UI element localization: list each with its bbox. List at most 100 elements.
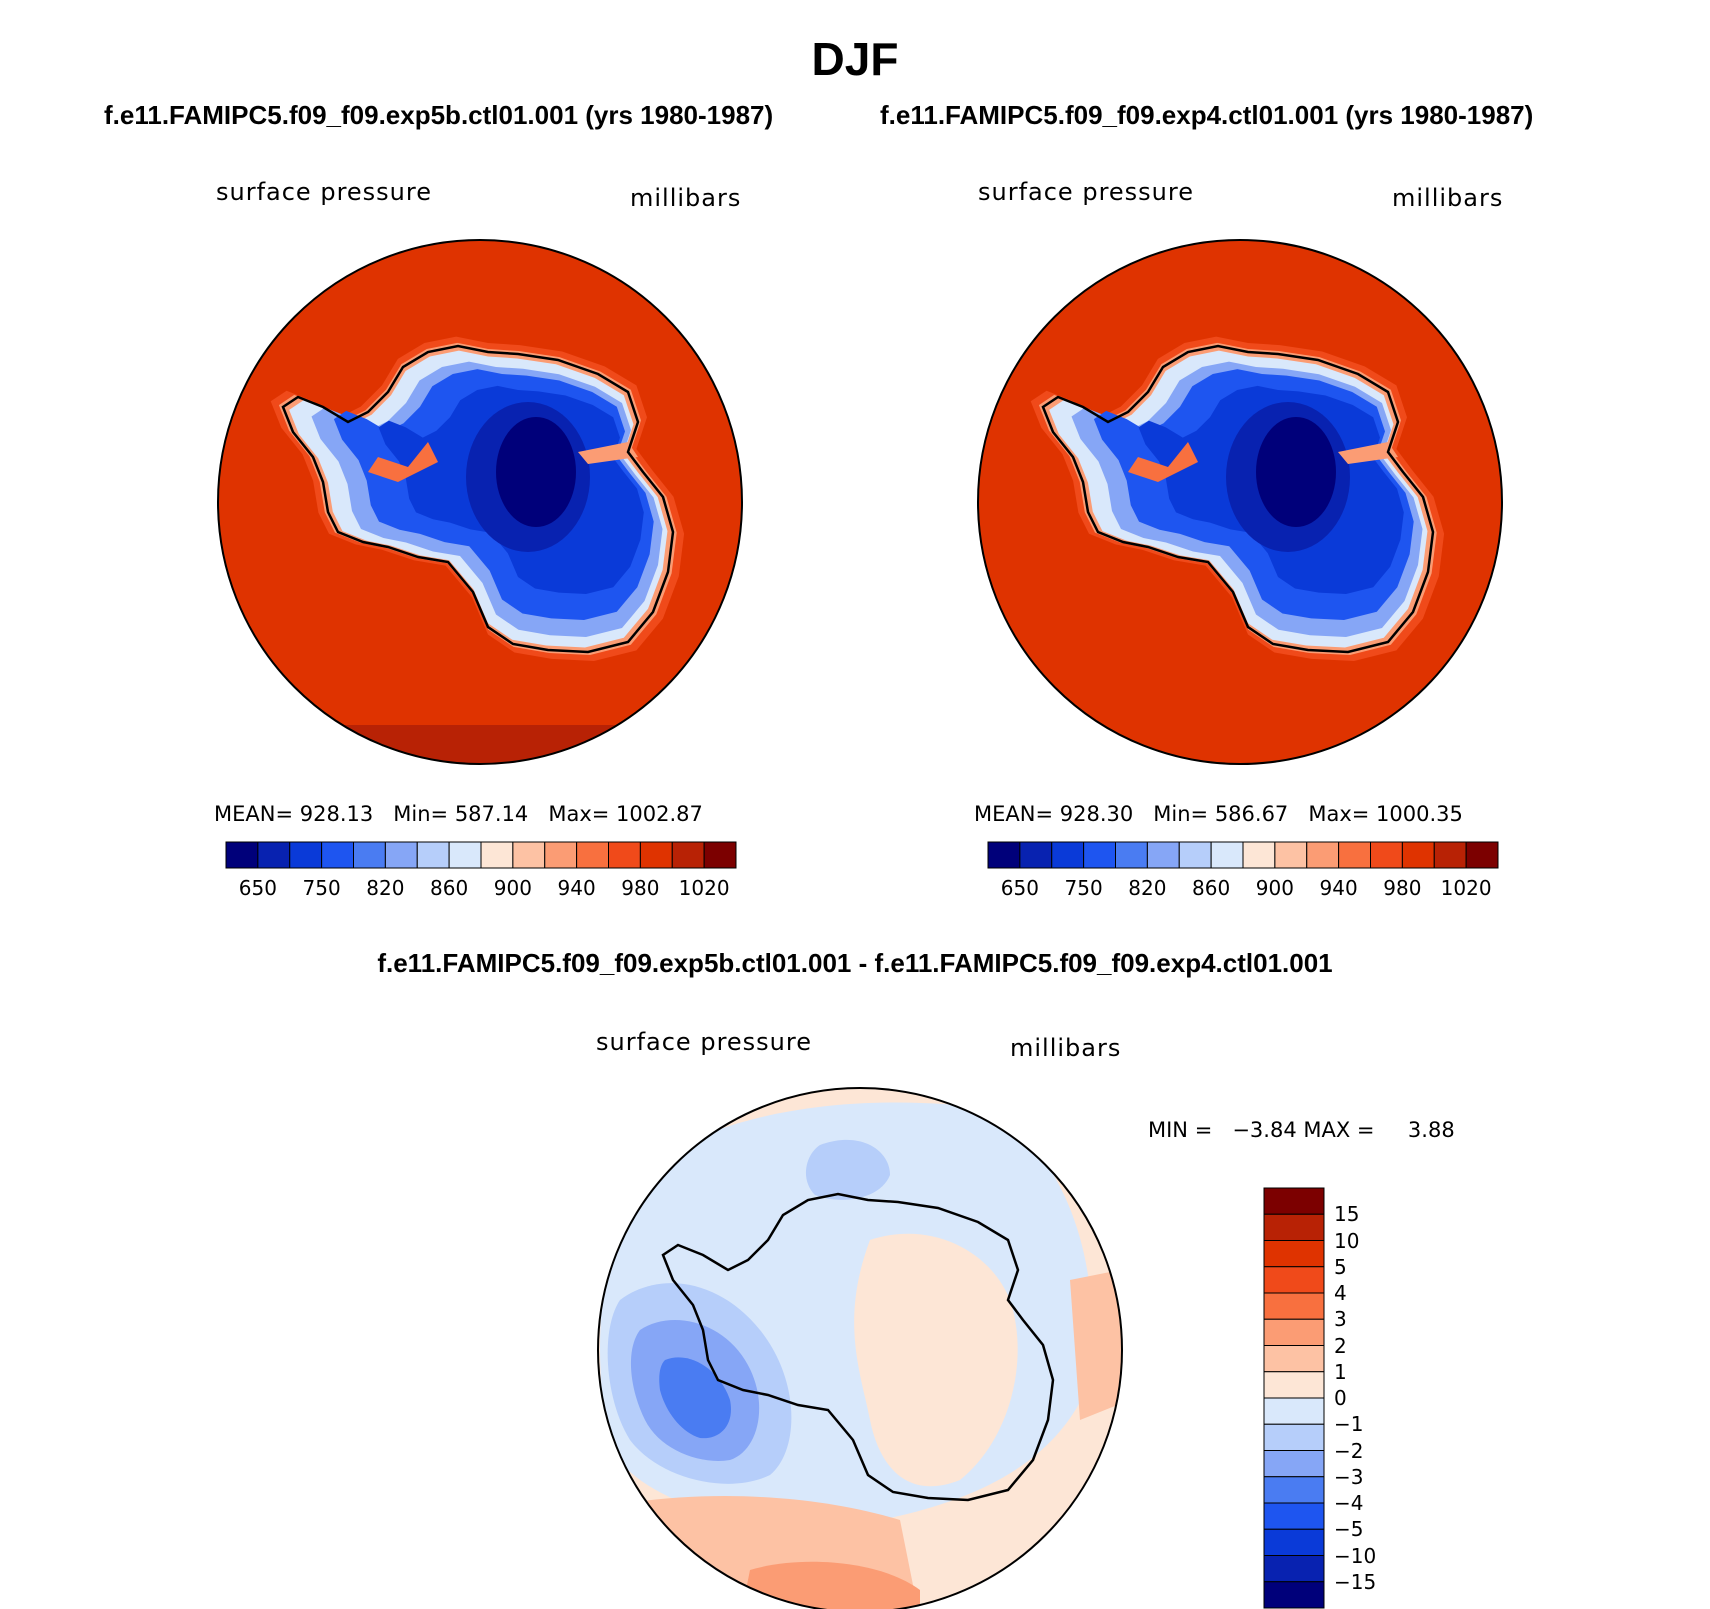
legend-tick: −10 <box>1334 1543 1377 1568</box>
colorbar-swatch <box>289 841 323 869</box>
colorbar-swatch <box>512 841 546 869</box>
colorbar-swatch <box>1263 1397 1325 1425</box>
max-label: Max= <box>548 802 610 826</box>
legend-tick: 820 <box>366 876 405 900</box>
colorbar-swatch <box>703 841 737 869</box>
legend-tick: 940 <box>1319 876 1358 900</box>
legend-tick: 860 <box>1192 876 1231 900</box>
map-boundary <box>597 1087 1123 1609</box>
antarctica-contours <box>1030 336 1445 661</box>
colorbar-swatch <box>1263 1423 1325 1451</box>
colorbar-left <box>225 841 737 869</box>
colorbar-swatch <box>1370 841 1403 869</box>
colorbar-diff <box>1263 1187 1325 1609</box>
colorbar-swatch <box>1263 1266 1325 1294</box>
units-label-left: millibars <box>630 184 742 212</box>
colorbar-swatch <box>639 841 673 869</box>
legend-tick: 3 <box>1334 1307 1347 1332</box>
colorbar-swatch <box>1263 1371 1325 1399</box>
mean-label: MEAN= <box>974 802 1054 826</box>
mean-value: 928.30 <box>1059 802 1134 826</box>
min-label: Min= <box>393 802 449 826</box>
case-title-right: f.e11.FAMIPC5.f09_f09.exp4.ctl01.001 (yr… <box>880 100 1534 130</box>
contour-plus1 <box>854 1233 1018 1487</box>
legend-tick: −1 <box>1334 1412 1364 1437</box>
colorbar-swatch <box>416 841 450 869</box>
max-value: 1000.35 <box>1376 802 1463 826</box>
season-title: DJF <box>811 33 899 85</box>
colorbar-swatch <box>987 841 1021 869</box>
variable-label-diff: surface pressure <box>596 1028 812 1056</box>
antarctica-contours <box>270 336 685 661</box>
colorbar-swatch <box>671 841 705 869</box>
colorbar-swatch <box>384 841 418 869</box>
colorbar-swatch <box>1115 841 1148 869</box>
min-value: 587.14 <box>454 802 529 826</box>
colorbar-swatch <box>1465 841 1499 869</box>
units-label-diff: millibars <box>1010 1034 1122 1062</box>
units-label-right: millibars <box>1392 184 1504 212</box>
variable-label-right: surface pressure <box>978 178 1194 206</box>
legend-tick: 2 <box>1334 1333 1347 1358</box>
colorbar-swatch <box>1083 841 1116 869</box>
legend-tick: 750 <box>1064 876 1103 900</box>
colorbar-swatch <box>1263 1450 1325 1478</box>
colorbar-swatch <box>1263 1213 1325 1241</box>
legend-tick: −4 <box>1334 1491 1364 1515</box>
min-label: Min= <box>1153 802 1209 826</box>
map-boundary <box>217 239 743 765</box>
diff-min-label: MIN = <box>1148 1118 1213 1142</box>
legend-tick: 1 <box>1334 1359 1347 1384</box>
mean-value: 928.13 <box>299 802 374 826</box>
colorbar-swatch <box>1263 1555 1325 1583</box>
min-value: 586.67 <box>1214 802 1289 826</box>
map-right <box>977 239 1503 765</box>
colorbar-swatch <box>1263 1502 1325 1530</box>
case-title-left: f.e11.FAMIPC5.f09_f09.exp5b.ctl01.001 (y… <box>104 100 774 130</box>
colorbar-swatch <box>576 841 609 869</box>
colorbar-swatch <box>1263 1476 1325 1504</box>
legend-tick: 980 <box>1383 876 1422 900</box>
legend-tick: 10 <box>1334 1228 1360 1253</box>
mean-label: MEAN= <box>214 802 294 826</box>
colorbar-swatch <box>544 841 578 869</box>
legend-tick: 750 <box>302 876 341 900</box>
legend-tick: 1020 <box>1440 876 1492 900</box>
legend-tick: 900 <box>1255 876 1294 900</box>
diff-max-value: 3.88 <box>1407 1118 1455 1142</box>
contour-minus4 <box>659 1357 731 1439</box>
colorbar-swatch <box>1263 1528 1325 1556</box>
legend-tick: 5 <box>1334 1254 1347 1279</box>
colorbar-swatch <box>257 841 291 869</box>
legend-tick: 860 <box>430 876 469 900</box>
variable-label-left: surface pressure <box>216 178 432 206</box>
max-value: 1002.87 <box>616 802 703 826</box>
legend-tick: −2 <box>1334 1438 1364 1463</box>
map-boundary <box>977 239 1503 765</box>
diff-min-value: −3.84 <box>1232 1118 1297 1142</box>
legend-tick: 650 <box>238 876 277 900</box>
contour-minus2-north <box>805 1139 890 1200</box>
colorbar-swatch <box>1401 841 1435 869</box>
colorbar-swatch <box>1263 1292 1325 1320</box>
colorbar-swatch <box>1178 841 1212 869</box>
colorbar-swatch <box>1306 841 1340 869</box>
legend-tick: 650 <box>1000 876 1039 900</box>
stats-left: MEAN= 928.13 Min= 587.14 Max= 1002.87 <box>214 802 703 826</box>
colorbar-swatch <box>1019 841 1053 869</box>
colorbar-swatch <box>1146 841 1180 869</box>
diff-max-label: MAX = <box>1303 1118 1375 1142</box>
contour-plus2-east <box>1070 1270 1122 1420</box>
legend-tick: 4 <box>1334 1281 1347 1305</box>
legend-tick: 15 <box>1334 1202 1360 1227</box>
max-label: Max= <box>1308 802 1370 826</box>
colorbar-swatch <box>1338 841 1371 869</box>
high-pressure-band <box>218 725 742 764</box>
colorbar-right <box>987 841 1499 869</box>
legend-tick: 820 <box>1128 876 1167 900</box>
diff-minmax: MIN = −3.84 MAX = 3.88 <box>1148 1118 1455 1142</box>
legend-tick: 900 <box>493 876 532 900</box>
colorbar-swatch <box>1051 841 1085 869</box>
legend-tick: 980 <box>621 876 660 900</box>
